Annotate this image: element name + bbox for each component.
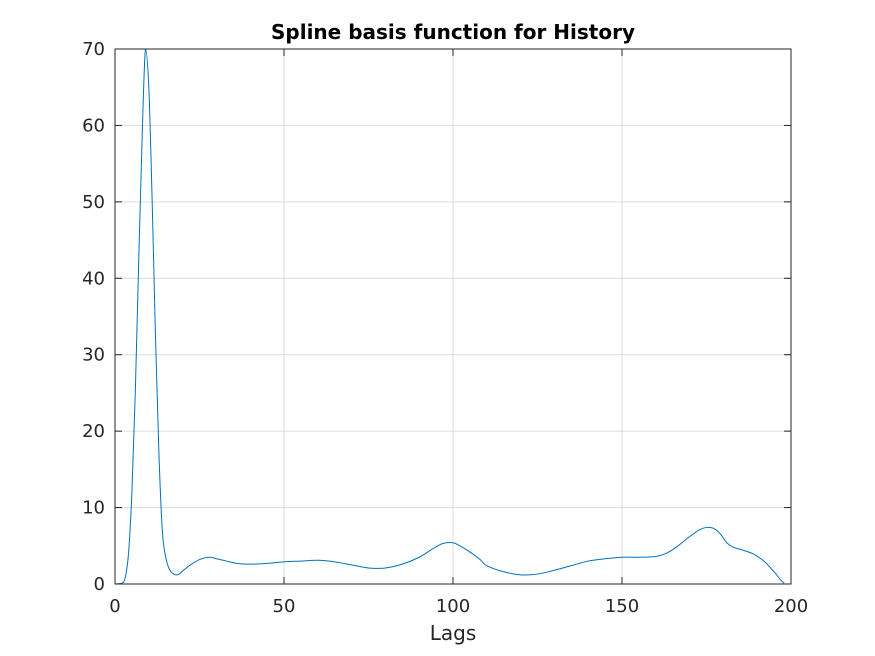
x-tick-label: 150 [605, 596, 639, 617]
x-tick-label: 100 [436, 596, 470, 617]
y-tick-label: 10 [82, 498, 105, 519]
y-tick-label: 30 [82, 345, 105, 366]
tick-labels: 0 50 100 150 200 0 10 20 30 40 50 60 70 [82, 39, 808, 617]
x-axis-label: Lags [430, 621, 477, 645]
tick-marks [114, 48, 792, 585]
y-tick-label: 40 [82, 268, 105, 289]
y-tick-label: 70 [82, 39, 105, 60]
series-layer [114, 48, 785, 585]
grid [115, 49, 791, 584]
y-tick-label: 20 [82, 421, 105, 442]
chart-title: Spline basis function for History [271, 20, 635, 44]
x-tick-label: 50 [273, 596, 296, 617]
series-line [114, 48, 785, 585]
x-tick-label: 0 [109, 596, 120, 617]
y-tick-label: 50 [82, 192, 105, 213]
y-tick-label: 0 [94, 574, 105, 595]
y-tick-label: 60 [82, 115, 105, 136]
x-tick-label: 200 [774, 596, 808, 617]
